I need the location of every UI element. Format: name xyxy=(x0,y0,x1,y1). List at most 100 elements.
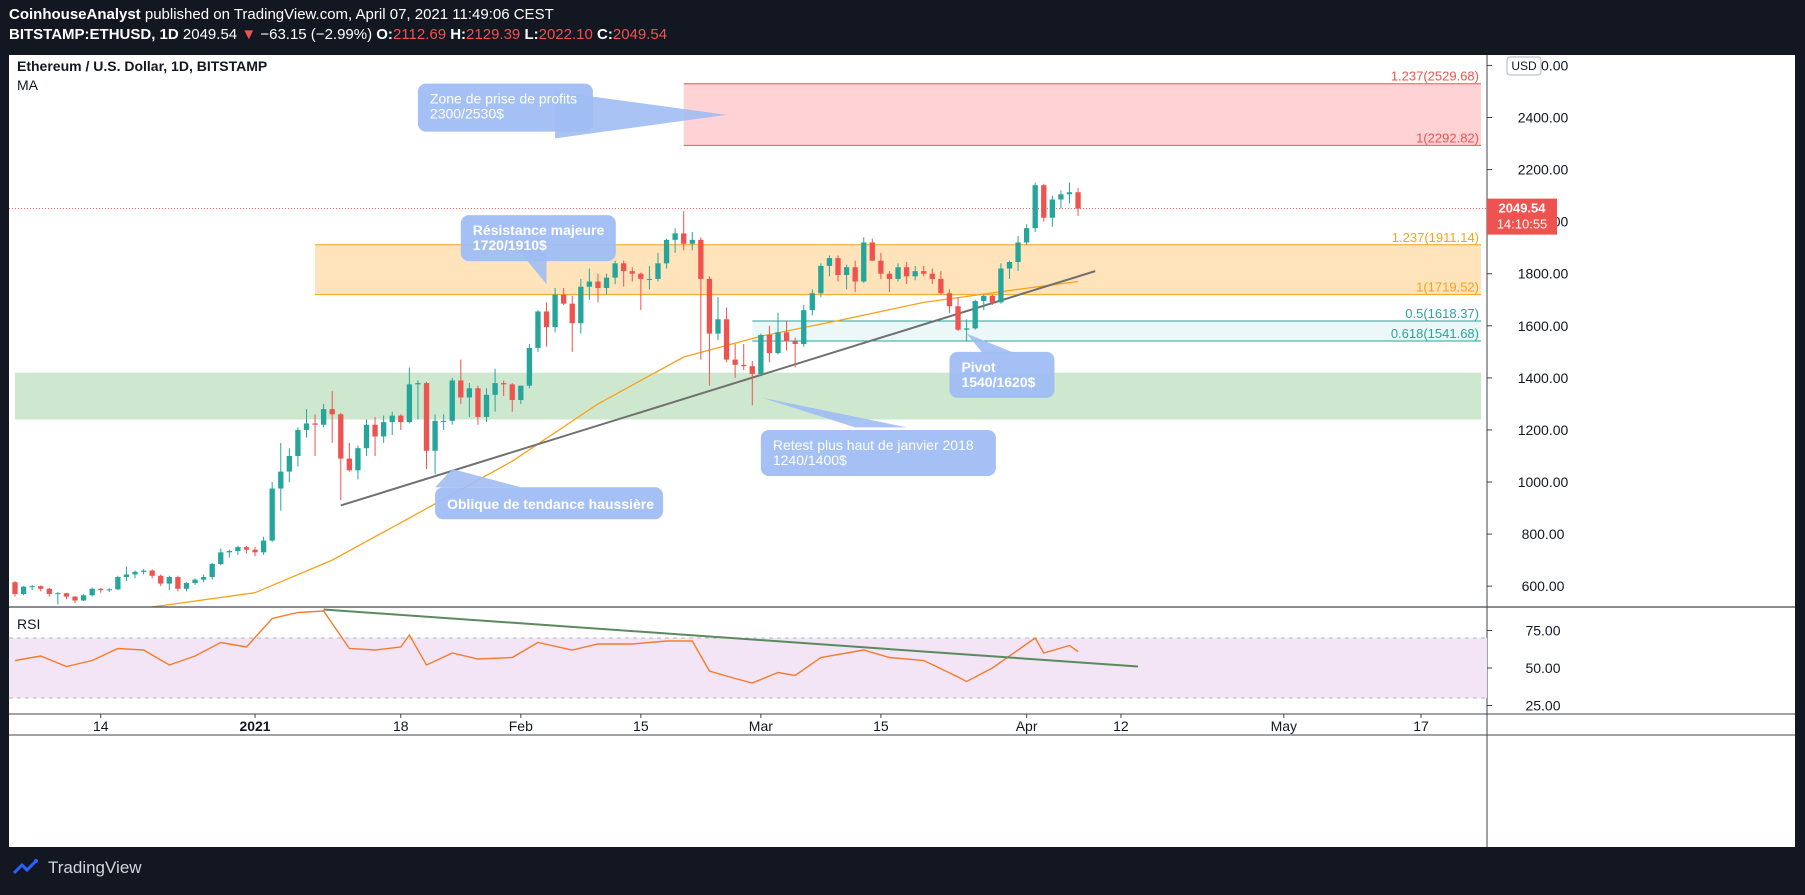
currency-badge[interactable]: USD xyxy=(1506,56,1542,76)
fib-label: 1(1719.52) xyxy=(1416,280,1479,295)
fib-label: 1.237(1911.14) xyxy=(1392,230,1479,245)
candle xyxy=(38,585,44,592)
x-tick-label: 15 xyxy=(873,718,889,734)
candle-body xyxy=(603,277,610,289)
low-label: L: xyxy=(524,26,539,43)
candle xyxy=(63,592,70,600)
ohlc-line: BITSTAMP:ETHUSD, 1D 2049.54 ▼ −63.15 (−2… xyxy=(9,26,667,43)
candle-body xyxy=(46,588,52,594)
candle-body xyxy=(929,273,935,279)
close-value: 2049.54 xyxy=(612,26,668,43)
candle xyxy=(766,325,773,363)
chart-canvas[interactable]: 1.237(2529.68) 1(2292.82) 1.237(1911.14) 1(… xyxy=(9,55,1795,847)
candle-body xyxy=(475,388,481,417)
candle-body xyxy=(252,549,258,553)
candle-body xyxy=(1015,242,1021,262)
candle xyxy=(535,310,541,352)
candle-body xyxy=(1066,192,1073,195)
candle xyxy=(29,584,35,591)
candle xyxy=(955,297,961,331)
candle-body xyxy=(775,332,781,354)
callout-tail xyxy=(760,397,907,428)
candle-body xyxy=(320,409,327,425)
candle-body xyxy=(921,271,927,274)
candle xyxy=(338,413,344,501)
callout-box xyxy=(435,487,664,520)
candle-body xyxy=(578,286,584,324)
candle-body xyxy=(586,281,593,287)
candle-body xyxy=(766,334,773,354)
candle-body xyxy=(140,570,147,572)
callout-box xyxy=(460,215,616,262)
candle xyxy=(12,580,18,597)
y-tick-label: 1800.00 xyxy=(1518,266,1569,282)
zone-3 xyxy=(752,321,1481,341)
candle xyxy=(372,416,378,456)
candle xyxy=(192,578,198,585)
brand-name[interactable]: TradingView xyxy=(48,858,142,877)
high-label: H: xyxy=(450,26,467,43)
candle xyxy=(998,263,1004,304)
candle-body xyxy=(106,589,112,591)
x-tick-label: 15 xyxy=(633,718,649,734)
candle-body xyxy=(663,239,670,264)
candle xyxy=(329,390,335,443)
candle xyxy=(295,427,301,467)
publication-line: CoinhouseAnalyst published on TradingVie… xyxy=(9,6,554,23)
x-tick-label: Mar xyxy=(749,718,773,734)
chart-frame[interactable]: 1.237(2529.68) 1(2292.82) 1.237(1911.14) 1(… xyxy=(9,55,1795,847)
candle-body xyxy=(689,239,695,244)
fib-label: 0.5(1618.37) xyxy=(1405,306,1479,321)
candle xyxy=(646,265,653,290)
callout-tail xyxy=(966,333,1019,355)
candle xyxy=(115,575,121,591)
candle xyxy=(561,288,567,305)
candle xyxy=(1006,260,1013,279)
callout-line2: 1540/1620$ xyxy=(961,374,1035,390)
candle-body xyxy=(895,267,901,279)
x-tick-label: May xyxy=(1271,718,1297,734)
callout-3: Retest plus haut de janvier 20181240/140… xyxy=(760,397,996,476)
candle-body xyxy=(269,488,275,541)
author-name[interactable]: CoinhouseAnalyst xyxy=(9,6,141,23)
fib-label: 0.618(1541.68) xyxy=(1391,326,1479,341)
candle-body xyxy=(809,293,815,311)
candle-body xyxy=(1032,185,1038,229)
candle xyxy=(183,582,190,592)
candle-body xyxy=(346,458,353,471)
currency-badge-box xyxy=(1506,56,1542,76)
uptrend-line xyxy=(340,270,1096,507)
rsi-tick-label: 25.00 xyxy=(1525,698,1560,714)
candle xyxy=(475,385,481,425)
candle-body xyxy=(843,267,850,276)
candle-body xyxy=(1049,199,1056,218)
callout-line1: Retest plus haut de janvier 2018 xyxy=(773,437,974,453)
candle-body xyxy=(1006,262,1013,269)
rsi-label: RSI xyxy=(17,616,40,632)
indicator-label: MA xyxy=(17,77,39,93)
candle xyxy=(981,294,987,311)
candle-body xyxy=(681,233,687,244)
candle-body xyxy=(621,263,627,272)
candle-body xyxy=(501,383,507,385)
candle xyxy=(252,547,258,557)
high-value: 2129.39 xyxy=(466,26,521,43)
candle-body xyxy=(175,577,181,589)
candle-body xyxy=(20,586,27,594)
main-pane: 1.237(2529.68) 1(2292.82) 1.237(1911.14) 1(… xyxy=(9,69,1487,607)
footer: TradingView xyxy=(12,858,142,878)
candle-body xyxy=(432,420,438,451)
candle xyxy=(440,414,447,430)
candle-body xyxy=(226,551,232,553)
candle xyxy=(921,265,927,277)
fib-label: 1.237(2529.68) xyxy=(1391,69,1479,84)
candle xyxy=(320,403,327,428)
candle-body xyxy=(955,306,961,330)
candle xyxy=(655,252,661,282)
ma-line xyxy=(145,280,1079,607)
candle-body xyxy=(723,319,730,360)
callout-box xyxy=(760,429,996,476)
y-tick-label: 1600.00 xyxy=(1518,318,1569,334)
candle xyxy=(801,304,807,347)
y-tick-label: 2200.00 xyxy=(1518,162,1569,178)
